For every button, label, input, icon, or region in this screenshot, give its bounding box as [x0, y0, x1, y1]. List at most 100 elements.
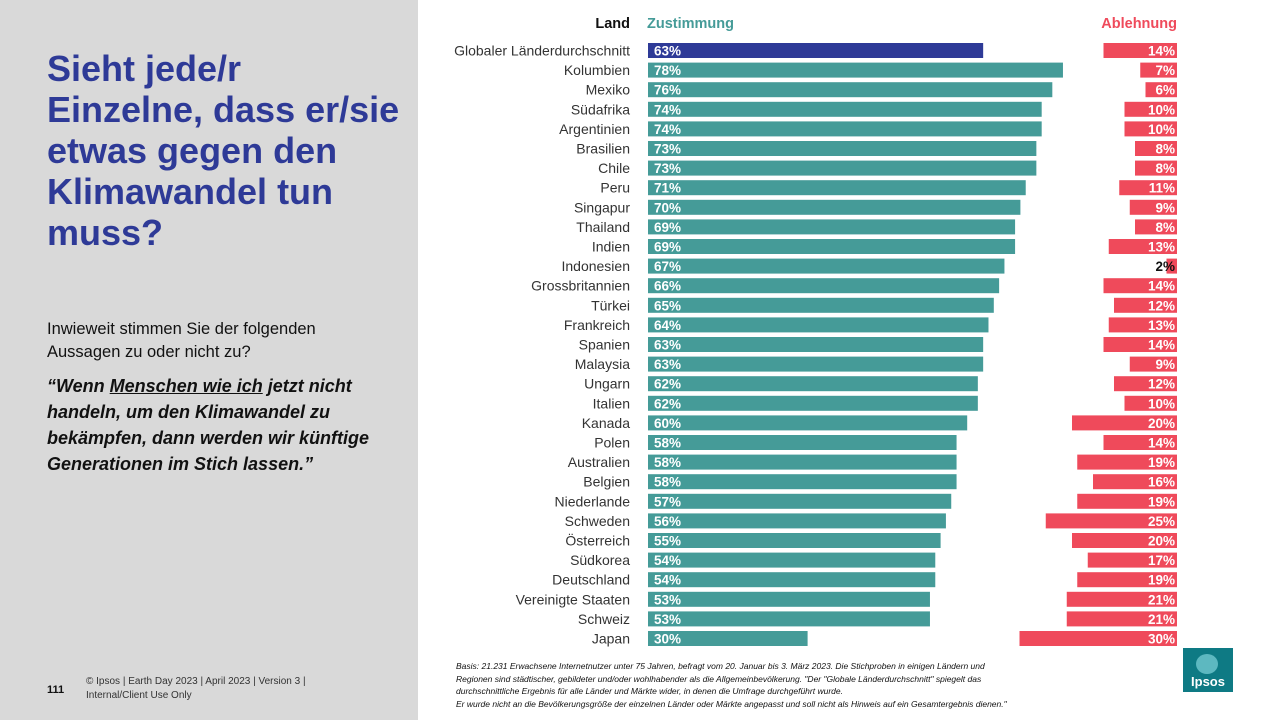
agree-value-label: 73%	[654, 142, 681, 157]
agree-value-label: 53%	[654, 592, 681, 607]
basis-line-1: Basis: 21.231 Erwachsene Internetnutzer …	[456, 661, 985, 671]
country-label: Chile	[598, 160, 630, 176]
disagree-value-label: 8%	[1155, 220, 1175, 235]
country-label: Frankreich	[564, 317, 630, 333]
slide-title: Sieht jede/r Einzelne, dass er/sie etwas…	[47, 48, 400, 253]
disagree-bar	[1124, 121, 1177, 137]
quote-pre: “Wenn	[47, 376, 110, 396]
disagree-value-label: 13%	[1148, 240, 1175, 255]
disagree-bar	[1072, 533, 1177, 548]
agree-value-label: 54%	[654, 553, 681, 568]
disagree-value-label: 20%	[1148, 416, 1175, 431]
agree-value-label: 53%	[654, 612, 681, 627]
header-disagree: Ablehnung	[1101, 16, 1177, 32]
agree-value-label: 69%	[654, 240, 681, 255]
disagree-bar	[1124, 101, 1177, 117]
disagree-bar	[1135, 219, 1177, 235]
agree-bar	[648, 395, 978, 411]
disagree-value-label: 7%	[1155, 63, 1175, 78]
quote-post: jetzt nicht handeln, um den Klimawandel …	[47, 376, 370, 474]
disagree-value-label: 19%	[1148, 455, 1175, 470]
disagree-value-label: 12%	[1148, 377, 1175, 392]
agree-value-label: 56%	[654, 514, 681, 529]
disagree-bar	[1066, 611, 1177, 627]
country-label: Österreich	[565, 532, 630, 549]
agree-bar	[648, 337, 984, 352]
country-label: Schweden	[565, 513, 630, 529]
agree-value-label: 69%	[654, 220, 681, 235]
disagree-bar	[1129, 199, 1177, 215]
disagree-value-label: 8%	[1155, 161, 1175, 176]
disagree-value-label: 30%	[1148, 632, 1175, 647]
disagree-bar	[1108, 317, 1177, 333]
agree-value-label: 71%	[654, 181, 681, 196]
country-label: Belgien	[583, 474, 630, 490]
agree-bar	[648, 258, 1005, 274]
disagree-value-label: 14%	[1148, 44, 1175, 59]
disagree-bar	[1066, 591, 1177, 607]
country-label: Kolumbien	[564, 62, 630, 78]
disagree-value-label: 10%	[1148, 396, 1175, 411]
disagree-bar	[1135, 141, 1177, 156]
agree-bar	[648, 631, 808, 646]
agree-bar	[648, 180, 1026, 196]
left-panel	[0, 0, 418, 720]
agree-bar	[648, 239, 1016, 254]
country-label: Indien	[592, 239, 630, 255]
basis-line-4: Er wurde nicht an die Bevölkerungsgröße …	[456, 698, 1007, 709]
agree-bar	[648, 278, 1000, 294]
agree-bar	[648, 121, 1042, 137]
disagree-bar	[1145, 82, 1177, 98]
agree-bar	[648, 297, 994, 313]
disagree-value-label: 9%	[1155, 357, 1175, 372]
agree-bar	[648, 43, 984, 58]
country-label: Niederlande	[555, 493, 631, 509]
country-label: Deutschland	[552, 572, 630, 588]
agree-value-label: 62%	[654, 396, 681, 411]
agree-bar	[648, 160, 1037, 176]
country-label: Vereinigte Staaten	[516, 591, 630, 607]
country-label: Schweiz	[578, 611, 630, 627]
disagree-value-label: 11%	[1149, 181, 1175, 196]
disagree-value-label: 8%	[1155, 142, 1175, 157]
disagree-value-label: 12%	[1148, 298, 1175, 313]
disagree-bar	[1108, 239, 1177, 254]
agree-value-label: 58%	[654, 436, 681, 451]
disagree-value-label: 13%	[1148, 318, 1175, 333]
agree-value-label: 76%	[654, 83, 681, 98]
disagree-value-label: 10%	[1148, 122, 1175, 137]
disagree-value-label: 21%	[1148, 592, 1175, 607]
disagree-bar	[1077, 493, 1177, 509]
logo-mark-icon	[1196, 654, 1218, 674]
country-label: Thailand	[576, 219, 630, 235]
agree-bar	[648, 317, 989, 333]
logo-text: Ipsos	[1191, 674, 1225, 689]
agree-bar	[648, 552, 936, 568]
disagree-bar	[1103, 435, 1177, 450]
agree-value-label: 58%	[654, 475, 681, 490]
agree-value-label: 62%	[654, 377, 681, 392]
country-label: Ungarn	[584, 376, 630, 392]
agree-bar	[648, 141, 1037, 156]
country-label: Indonesien	[561, 258, 630, 274]
country-label: Spanien	[579, 337, 630, 353]
disagree-bar	[1124, 395, 1177, 411]
agree-value-label: 54%	[654, 573, 681, 588]
agree-bar	[648, 611, 930, 627]
agree-value-label: 30%	[654, 632, 681, 647]
agree-bar	[648, 533, 941, 548]
disagree-value-label: 16%	[1148, 475, 1175, 490]
agree-value-label: 78%	[654, 63, 681, 78]
footer-line-1: © Ipsos | Earth Day 2023 | April 2023 | …	[86, 676, 306, 687]
footer: © Ipsos | Earth Day 2023 | April 2023 | …	[86, 675, 406, 703]
agree-value-label: 60%	[654, 416, 681, 431]
disagree-bar	[1093, 474, 1177, 490]
disagree-value-label: 17%	[1148, 553, 1175, 568]
country-label: Südkorea	[570, 552, 630, 568]
disagree-value-label: 2%	[1155, 259, 1175, 274]
agree-bar	[648, 356, 984, 372]
agree-value-label: 74%	[654, 122, 681, 137]
country-label: Argentinien	[559, 121, 630, 137]
disagree-value-label: 14%	[1148, 436, 1175, 451]
header-country: Land	[595, 16, 630, 32]
